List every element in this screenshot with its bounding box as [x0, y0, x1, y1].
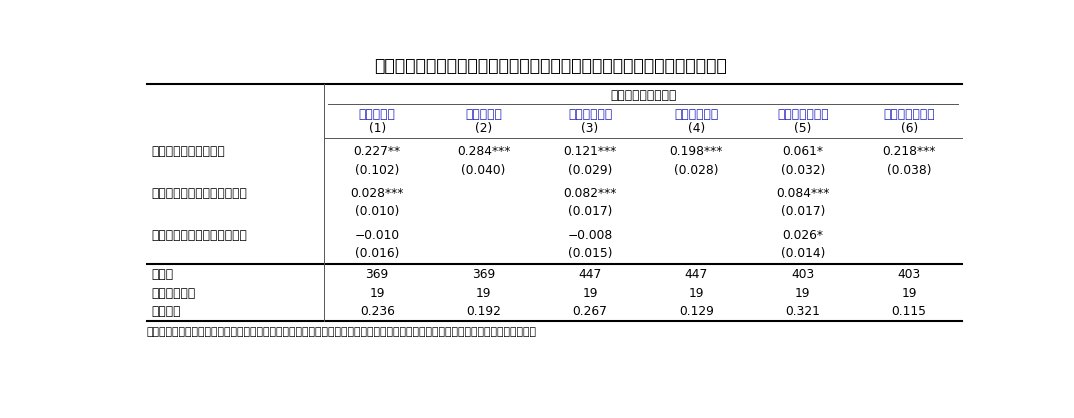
Text: 403: 403: [792, 268, 814, 281]
Text: 19: 19: [476, 286, 492, 300]
Text: 0.267: 0.267: [572, 305, 608, 318]
Text: 米国：新薬の上市後経過年数: 米国：新薬の上市後経過年数: [150, 187, 247, 200]
Text: (0.010): (0.010): [355, 205, 400, 219]
Text: 369: 369: [471, 268, 495, 281]
Text: 0.084***: 0.084***: [777, 187, 829, 200]
Text: 19: 19: [688, 286, 705, 300]
Text: 各国：新薬の上市後経過年数: 各国：新薬の上市後経過年数: [150, 229, 247, 242]
Text: 米国－ドイツ: 米国－ドイツ: [674, 108, 719, 121]
Text: (0.014): (0.014): [781, 247, 825, 260]
Text: (1): (1): [368, 122, 386, 135]
Text: (0.016): (0.016): [355, 247, 400, 260]
Text: 0.115: 0.115: [891, 305, 927, 318]
Text: 0.192: 0.192: [466, 305, 502, 318]
Text: (0.028): (0.028): [674, 163, 719, 176]
Text: 米国－日本: 米国－日本: [359, 108, 395, 121]
Text: 0.028***: 0.028***: [350, 187, 404, 200]
Text: 0.236: 0.236: [360, 305, 394, 318]
Text: 19: 19: [582, 286, 598, 300]
Text: (0.040): (0.040): [462, 163, 506, 176]
Text: (5): (5): [794, 122, 812, 135]
Text: (0.029): (0.029): [568, 163, 612, 176]
Text: 0.121***: 0.121***: [564, 145, 616, 158]
Text: 0.284***: 0.284***: [456, 145, 510, 158]
Text: (0.017): (0.017): [568, 205, 612, 219]
Text: 0.227**: 0.227**: [353, 145, 401, 158]
Text: (0.017): (0.017): [781, 205, 825, 219]
Text: 369: 369: [365, 268, 389, 281]
Text: (3): (3): [581, 122, 598, 135]
Text: 表３　類似薬効比較方式対象医薬品における革新性と価格プレミアムの関係: 表３ 類似薬効比較方式対象医薬品における革新性と価格プレミアムの関係: [374, 56, 727, 74]
Text: 決定係数: 決定係数: [150, 305, 180, 318]
Text: (0.038): (0.038): [887, 163, 931, 176]
Text: 観測数: 観測数: [150, 268, 173, 281]
Text: 19: 19: [795, 286, 811, 300]
Text: 米国－イギリス: 米国－イギリス: [777, 108, 829, 121]
Text: 0.026*: 0.026*: [782, 229, 824, 242]
Text: −0.008: −0.008: [567, 229, 612, 242]
Text: 403: 403: [898, 268, 920, 281]
Text: (4): (4): [687, 122, 705, 135]
Text: 米国－日本: 米国－日本: [465, 108, 502, 121]
Text: 0.061*: 0.061*: [782, 145, 824, 158]
Text: 革新性差分：合成指標: 革新性差分：合成指標: [150, 145, 224, 158]
Text: 0.129: 0.129: [679, 305, 714, 318]
Text: 価格プレミアム差分: 価格プレミアム差分: [610, 89, 677, 102]
Text: 注：すべての推定式で年ダミーを入れている。カッコ内は不均一分散に対して頑健な標準誤差を示す。定数項の結果は省略している。: 注：すべての推定式で年ダミーを入れている。カッコ内は不均一分散に対して頑健な標準…: [147, 327, 537, 337]
Text: (6): (6): [901, 122, 918, 135]
Text: 19: 19: [901, 286, 917, 300]
Text: −0.010: −0.010: [354, 229, 400, 242]
Text: 0.082***: 0.082***: [564, 187, 616, 200]
Text: (0.015): (0.015): [568, 247, 612, 260]
Text: 米国－ドイツ: 米国－ドイツ: [568, 108, 612, 121]
Text: (0.102): (0.102): [355, 163, 400, 176]
Text: (2): (2): [475, 122, 492, 135]
Text: 0.198***: 0.198***: [670, 145, 723, 158]
Text: (0.032): (0.032): [781, 163, 825, 176]
Text: 19: 19: [369, 286, 384, 300]
Text: 0.218***: 0.218***: [883, 145, 935, 158]
Text: 米国－イギリス: 米国－イギリス: [884, 108, 935, 121]
Text: 447: 447: [579, 268, 601, 281]
Text: 0.321: 0.321: [785, 305, 821, 318]
Text: 医薬品成分数: 医薬品成分数: [150, 286, 195, 300]
Text: 447: 447: [685, 268, 708, 281]
